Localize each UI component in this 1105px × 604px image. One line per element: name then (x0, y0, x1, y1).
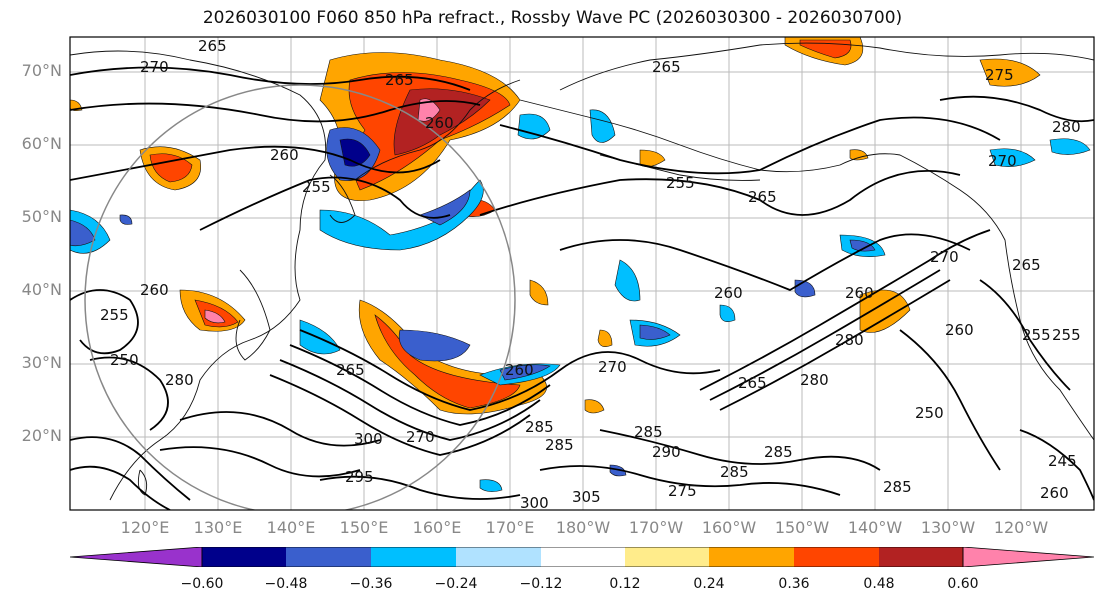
colorbar-tick: 0.24 (693, 576, 725, 592)
lon-label: 140°E (266, 518, 316, 537)
contour-label: 275 (668, 482, 697, 500)
lon-label: 180°W (555, 518, 611, 537)
contour-label: 250 (915, 404, 944, 422)
lat-label: 60°N (21, 134, 62, 153)
contour-label: 280 (165, 371, 194, 389)
colorbar-tick: 0.36 (778, 576, 810, 592)
contour-label: 260 (714, 284, 743, 302)
contour-label: 275 (985, 66, 1014, 84)
contour-label: 265 (652, 58, 681, 76)
contour-label: 255 (1022, 326, 1051, 344)
lon-label: 120°W (993, 518, 1049, 537)
lat-label: 50°N (21, 207, 62, 226)
colorbar-tick: 0.48 (863, 576, 895, 592)
height-contours (70, 66, 1094, 510)
contour-label: 285 (720, 463, 749, 481)
contour-label: 280 (800, 371, 829, 389)
colorbar-segment (456, 547, 541, 567)
colorbar-tick: −0.48 (264, 576, 308, 592)
colorbar-segment (879, 547, 963, 567)
contour-label: 260 (140, 281, 169, 299)
colorbar-segment (286, 547, 371, 567)
contour-label: 265 (336, 361, 365, 379)
contour-label: 295 (345, 468, 374, 486)
colorbar-tick: 0.60 (947, 576, 979, 592)
lon-label: 140°W (847, 518, 903, 537)
contour-label: 255 (100, 306, 129, 324)
colorbar-tick: −0.60 (180, 576, 224, 592)
colorbar-tick: −0.36 (349, 576, 393, 592)
lat-label: 30°N (21, 353, 62, 372)
colorbar-segment (70, 547, 203, 567)
lon-label: 150°W (774, 518, 830, 537)
contour-label: 255 (1052, 326, 1081, 344)
lon-label: 130°W (920, 518, 976, 537)
contour-label: 280 (1052, 118, 1081, 136)
colorbar-segment (371, 547, 456, 567)
map-frame (69, 36, 1095, 511)
lon-label: 170°E (485, 518, 535, 537)
contour-label: 285 (634, 423, 663, 441)
contour-label: 270 (930, 248, 959, 266)
contour-label: 285 (525, 418, 554, 436)
lon-label: 160°E (412, 518, 462, 537)
contour-label: 250 (110, 351, 139, 369)
contour-label: 265 (385, 71, 414, 89)
negative-anomaly-shading (70, 109, 1091, 492)
contour-labels: 265 270 265 265 260 260 255 255 265 265 … (100, 37, 1081, 512)
lon-label: 120°E (120, 518, 170, 537)
colorbar-segment (794, 547, 879, 567)
contour-label: 255 (666, 174, 695, 192)
contour-label: 260 (425, 114, 454, 132)
contour-label: 270 (406, 428, 435, 446)
contour-label: 300 (354, 430, 383, 448)
colorbar-segment (625, 547, 709, 567)
contour-label: 260 (945, 321, 974, 339)
lon-label: 170°W (628, 518, 684, 537)
contour-label: 265 (1012, 256, 1041, 274)
contour-label: 245 (1048, 452, 1077, 470)
contour-label: 305 (572, 488, 601, 506)
lon-label: 150°E (339, 518, 389, 537)
colorbar-segment (709, 547, 794, 567)
contour-label: 255 (302, 178, 331, 196)
colorbar-tick: −0.24 (434, 576, 478, 592)
contour-label: 280 (835, 331, 864, 349)
colorbar-segment (202, 547, 286, 567)
contour-label: 260 (845, 284, 874, 302)
lon-label: 160°W (701, 518, 757, 537)
map-title: 2026030100 F060 850 hPa refract., Rossby… (202, 8, 903, 28)
contour-label: 285 (883, 478, 912, 496)
contour-label: 260 (270, 146, 299, 164)
contour-label: 270 (988, 152, 1017, 170)
lon-label: 130°E (193, 518, 243, 537)
contour-label: 270 (598, 358, 627, 376)
contour-label: 265 (198, 37, 227, 55)
colorbar-segment (541, 547, 625, 567)
contour-label: 285 (545, 436, 574, 454)
lat-label: 20°N (21, 426, 62, 445)
contour-label: 260 (1040, 484, 1069, 502)
contour-label: 260 (505, 361, 534, 379)
contour-label: 265 (748, 188, 777, 206)
contour-label: 270 (140, 58, 169, 76)
lat-label: 70°N (21, 61, 62, 80)
contour-label: 265 (738, 374, 767, 392)
colorbar-segment (962, 547, 1094, 567)
colorbar (70, 547, 1094, 567)
contour-label: 290 (652, 443, 681, 461)
colorbar-tick: 0.12 (609, 576, 641, 592)
reference-circle (84, 84, 516, 510)
contour-label: 300 (520, 494, 549, 512)
coastlines (70, 42, 1094, 501)
contour-label: 285 (764, 443, 793, 461)
colorbar-tick: −0.12 (519, 576, 563, 592)
lat-label: 40°N (21, 280, 62, 299)
